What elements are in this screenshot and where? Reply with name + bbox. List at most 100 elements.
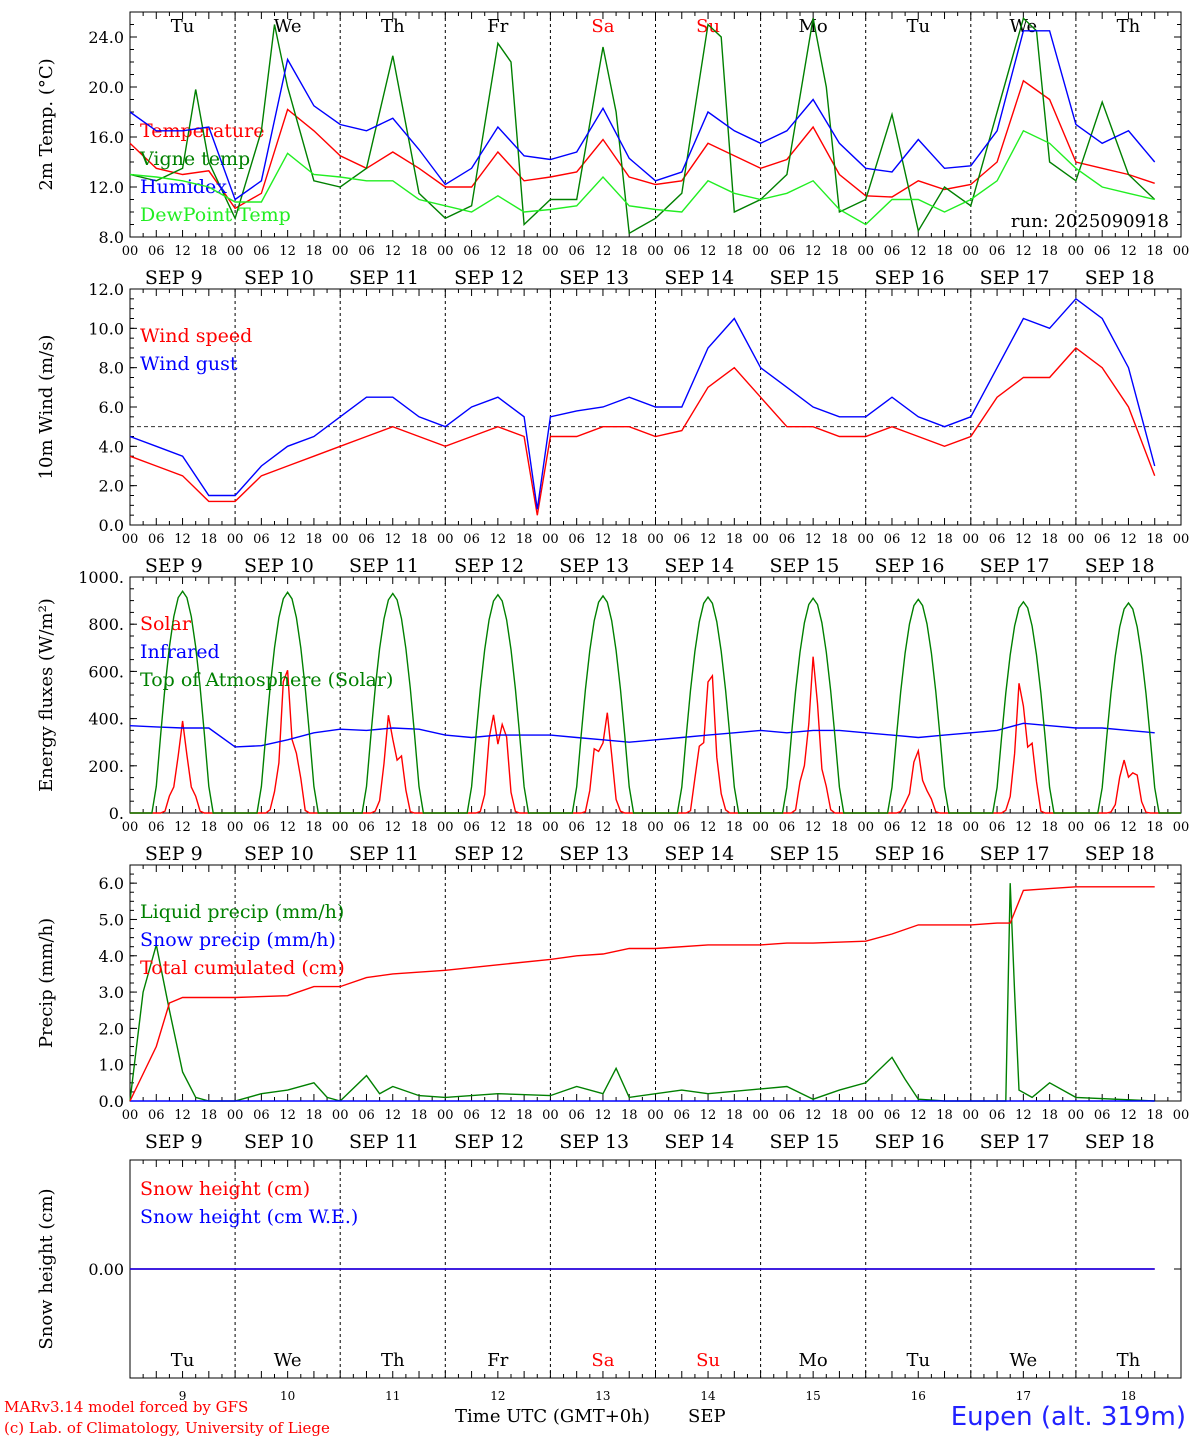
- hour-tick-label: 12: [1120, 532, 1137, 547]
- hour-tick-label: 00: [332, 532, 349, 547]
- hour-tick-label: 18: [831, 1108, 848, 1123]
- hour-tick-label: 06: [884, 820, 901, 835]
- hour-tick-label: 00: [122, 244, 139, 259]
- date-label: SEP 10: [244, 1131, 314, 1153]
- weekday-label: Th: [381, 16, 405, 37]
- date-label: SEP 17: [980, 555, 1050, 577]
- weekday-label: We: [1010, 1350, 1038, 1371]
- hour-tick-label: 00: [437, 244, 454, 259]
- hour-tick-label: 18: [1041, 532, 1058, 547]
- hour-tick-label: 06: [148, 1108, 165, 1123]
- day-number-label: 11: [385, 1389, 400, 1403]
- date-label: SEP 16: [875, 1131, 945, 1153]
- y-tick-label: 6.0: [99, 874, 124, 893]
- legend-entry: Wind speed: [140, 325, 252, 347]
- hour-tick-label: 00: [647, 244, 664, 259]
- y-tick-label: 400.: [88, 710, 124, 729]
- hour-tick-label: 12: [595, 244, 612, 259]
- hour-tick-label: 00: [752, 820, 769, 835]
- hour-tick-label: 18: [621, 1108, 638, 1123]
- date-label: SEP 16: [875, 555, 945, 577]
- y-tick-label: 0.: [109, 804, 124, 823]
- y-tick-label: 600.: [88, 662, 124, 681]
- hour-tick-label: 12: [1015, 532, 1032, 547]
- hour-tick-label: 18: [936, 532, 953, 547]
- hour-tick-label: 06: [253, 532, 270, 547]
- hour-tick-label: 06: [884, 244, 901, 259]
- y-tick-label: 800.: [88, 615, 124, 634]
- hour-tick-label: 00: [437, 1108, 454, 1123]
- y-tick-label: 12.0: [88, 280, 124, 299]
- hour-tick-label: 00: [332, 1108, 349, 1123]
- legend-entry: Liquid precip (mm/h): [140, 901, 344, 923]
- hour-tick-label: 06: [779, 532, 796, 547]
- weekday-label: We: [274, 1350, 302, 1371]
- hour-tick-label: 06: [674, 820, 691, 835]
- series-line-top-of-atmosphere-solar-: [130, 589, 1181, 814]
- legend-entry: Snow height (cm): [140, 1178, 310, 1200]
- hour-tick-label: 06: [568, 244, 585, 259]
- panel-snow: 0.00 Snow height (cm) Tu We Th Fr Sa Su Mo Tu We Th…: [36, 1159, 1182, 1403]
- date-label: SEP 13: [559, 1131, 629, 1153]
- hour-tick-label: 18: [1146, 820, 1163, 835]
- y-tick-label: 1000.: [78, 568, 124, 587]
- hour-tick-label: 12: [490, 532, 507, 547]
- hour-tick-label: 18: [516, 532, 533, 547]
- hour-tick-label: 18: [1146, 244, 1163, 259]
- y-tick-label: 0.00: [88, 1260, 124, 1279]
- hour-tick-label: 18: [726, 532, 743, 547]
- y-tick-label: 2.0: [99, 1019, 124, 1038]
- hour-tick-label: 12: [384, 820, 401, 835]
- series-line-vigne-temp: [129, 16, 1156, 235]
- series-line-total-cumulated-cm-: [129, 886, 1155, 1102]
- hour-tick-label: 06: [779, 244, 796, 259]
- hour-tick-label: 12: [595, 532, 612, 547]
- date-label: SEP 14: [664, 555, 734, 577]
- day-number-label: 14: [700, 1389, 716, 1403]
- y-axis-label: Snow height (cm): [36, 1188, 57, 1349]
- hour-tick-label: 00: [963, 244, 980, 259]
- weekday-label: We: [274, 16, 302, 37]
- hour-tick-label: 18: [306, 1108, 323, 1123]
- date-label: SEP 15: [769, 1131, 839, 1153]
- hour-tick-label: 12: [279, 244, 296, 259]
- hour-tick-label: 00: [227, 820, 244, 835]
- series-line-humidex: [129, 30, 1156, 201]
- hour-tick-label: 18: [831, 244, 848, 259]
- hour-tick-label: 12: [174, 820, 191, 835]
- hour-tick-label: 06: [779, 820, 796, 835]
- day-number-label: 18: [1121, 1389, 1136, 1403]
- hour-tick-label: 12: [910, 820, 927, 835]
- hour-tick-label: 00: [542, 820, 559, 835]
- hour-tick-label: 06: [568, 1108, 585, 1123]
- day-number-label: 13: [595, 1389, 610, 1403]
- hour-tick-label: 18: [306, 820, 323, 835]
- hour-tick-label: 12: [700, 532, 717, 547]
- day-number-label: 10: [280, 1389, 295, 1403]
- hour-tick-label: 00: [122, 532, 139, 547]
- day-number-label: 16: [911, 1389, 926, 1403]
- y-axis-label: Precip (mm/h): [36, 918, 57, 1048]
- hour-tick-label: 12: [490, 244, 507, 259]
- y-tick-label: 0.0: [99, 1092, 124, 1111]
- hour-tick-label: 00: [857, 532, 874, 547]
- hour-tick-label: 18: [936, 244, 953, 259]
- hour-tick-label: 00: [647, 1108, 664, 1123]
- weekday-label: Th: [381, 1350, 405, 1371]
- date-label: SEP 9: [145, 843, 203, 865]
- y-tick-label: 12.0: [88, 178, 124, 197]
- hour-tick-label: 18: [306, 244, 323, 259]
- hour-tick-label: 12: [910, 1108, 927, 1123]
- legend-entry: Top of Atmosphere (Solar): [140, 669, 393, 691]
- date-label: SEP 18: [1085, 267, 1155, 289]
- hour-tick-label: 18: [1041, 820, 1058, 835]
- credit-lab: (c) Lab. of Climatology, University of L…: [4, 1419, 330, 1437]
- hour-tick-label: 06: [1094, 532, 1111, 547]
- date-label: SEP 16: [875, 267, 945, 289]
- legend-entry: Snow precip (mm/h): [140, 929, 336, 951]
- legend-entry: Humidex: [140, 176, 227, 198]
- hour-tick-label: 00: [1173, 1108, 1190, 1123]
- hour-tick-label: 12: [174, 532, 191, 547]
- y-tick-label: 10.0: [88, 319, 124, 338]
